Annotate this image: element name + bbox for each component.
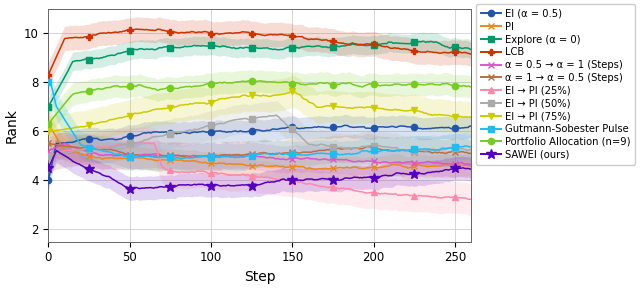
Y-axis label: Rank: Rank — [4, 108, 18, 143]
Legend: EI (α = 0.5), PI, Explore (α = 0), LCB, α = 0.5 → α = 1 (Steps), α = 1 → α = 0.5: EI (α = 0.5), PI, Explore (α = 0), LCB, … — [476, 4, 635, 165]
X-axis label: Step: Step — [244, 270, 276, 284]
